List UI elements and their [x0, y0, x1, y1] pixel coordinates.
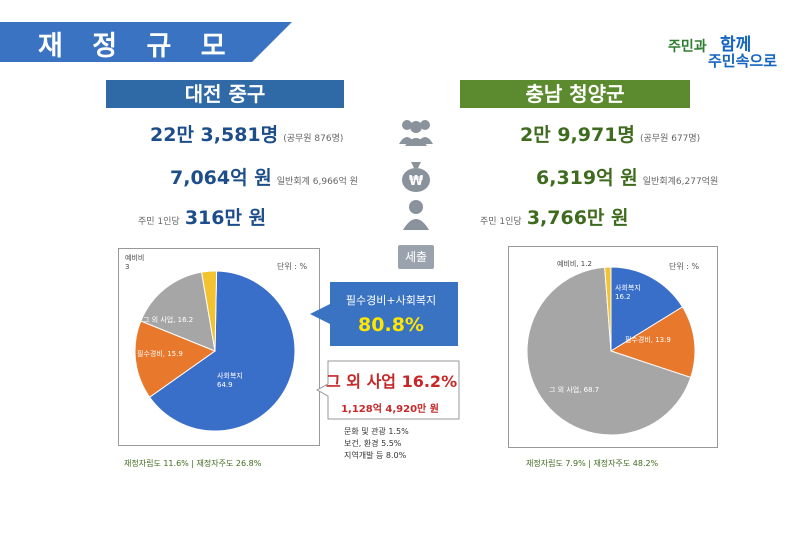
right-label-reserve: 예비비, 1.2: [557, 260, 592, 268]
pie-slice-필수경비: [134, 320, 217, 398]
pie-slice-예비비: [201, 270, 218, 352]
right-unit-label: 단위 : %: [669, 262, 700, 271]
left-per-capita-prefix: 주민 1인당: [138, 217, 180, 227]
pie-slice-사회복지: [148, 270, 296, 432]
detail-culture: 문화 및 관광 1.5%: [344, 427, 409, 436]
right-budget-row: 6,319억 원 일반회계6,277억원: [536, 163, 718, 190]
svg-text:₩: ₩: [409, 174, 424, 189]
right-per-capita-prefix: 주민 1인당: [480, 217, 522, 227]
callout-blue-value: 80.8%: [358, 314, 424, 336]
pie-slice-필수경비: [609, 306, 696, 379]
left-budget-note: 일반회계 6,966억 원: [276, 177, 358, 187]
left-budget-row: 7,064억 원 일반회계 6,966억 원: [170, 163, 358, 190]
left-label-other: 그 외 사업, 16.2: [143, 316, 194, 324]
callout-other-projects: [315, 360, 460, 420]
person-icon: [398, 198, 434, 234]
logo-text-3: 주민속으로: [708, 52, 778, 70]
left-per-capita-row: 주민 1인당 316만 원: [138, 203, 266, 230]
right-region-header: 충남 청양군: [460, 80, 690, 108]
pie-slice-예비비: [604, 266, 612, 352]
money-bag-icon: ₩: [398, 158, 434, 196]
expense-badge: 세출: [398, 245, 434, 269]
left-population-note: (공무원 876명): [283, 134, 344, 144]
callout-essential-welfare: [310, 282, 458, 346]
pie-slice-그 외 사업: [526, 266, 692, 436]
left-pie-chart: 단위 : % 예비비 3 그 외 사업, 16.2 필수경비, 15.9 사회복…: [118, 248, 320, 446]
right-population-row: 2만 9,971명 (공무원 677명): [520, 120, 700, 147]
left-region-header: 대전 중구: [106, 80, 344, 108]
callout-blue-label: 필수경비+사회복지: [345, 294, 437, 307]
callout-red-label: 그 외 사업 16.2%: [326, 372, 458, 391]
left-footer: 재정자립도 11.6% | 재정자주도 26.8%: [124, 459, 262, 468]
right-per-capita: 3,766만 원: [526, 207, 629, 229]
right-label-other: 그 외 사업, 68.7: [549, 386, 600, 394]
right-per-capita-row: 주민 1인당 3,766만 원: [480, 203, 629, 230]
page-title: 재 정 규 모: [38, 31, 236, 62]
left-label-reserve: 예비비 3: [125, 254, 145, 271]
logo-text-1: 주민과: [668, 39, 707, 55]
right-budget: 6,319억 원: [536, 167, 638, 189]
pie-slice-사회복지: [610, 266, 684, 352]
right-population: 2만 9,971명: [520, 124, 635, 146]
detail-health: 보건, 환경 5.5%: [344, 439, 402, 448]
left-unit-label: 단위 : %: [277, 262, 308, 271]
right-pie-chart: 단위 : % 예비비, 1.2 사회복지 16.2 필수경비, 13.9 그 외…: [508, 246, 718, 448]
right-budget-note: 일반회계6,277억원: [642, 177, 719, 187]
left-label-essential: 필수경비, 15.9: [137, 350, 183, 358]
detail-regional: 지역개발 등 8.0%: [344, 451, 407, 460]
title-banner: [0, 22, 292, 62]
people-icon: [398, 116, 434, 150]
left-per-capita: 316만 원: [184, 207, 267, 229]
right-label-essential: 필수경비, 13.9: [625, 336, 671, 344]
right-footer: 재정자립도 7.9% | 재정자주도 48.2%: [526, 459, 659, 468]
left-budget: 7,064억 원: [170, 167, 272, 189]
left-population: 22만 3,581명: [150, 124, 279, 146]
right-label-welfare: 사회복지 16.2: [615, 284, 641, 301]
left-pie-svg: [134, 270, 296, 432]
right-pie-svg: [526, 266, 696, 436]
callout-red-value: 1,128억 4,920만 원: [341, 404, 439, 415]
logo: 주민과 함께 주민속으로: [668, 30, 788, 74]
right-population-note: (공무원 677명): [640, 134, 701, 144]
pie-slice-그 외 사업: [140, 271, 216, 352]
left-label-welfare: 사회복지 64.9: [217, 372, 243, 389]
logo-text-2: 함께: [720, 35, 752, 55]
left-population-row: 22만 3,581명 (공무원 876명): [150, 120, 343, 147]
